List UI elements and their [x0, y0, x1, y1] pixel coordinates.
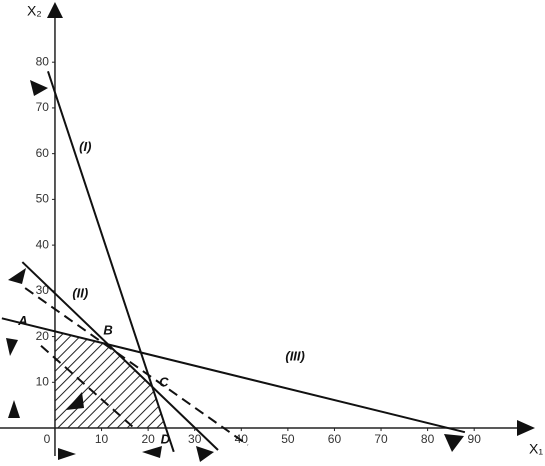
x-tick-label: 0 [44, 432, 51, 446]
vertex-label: D [161, 431, 171, 446]
vertex-label: B [103, 322, 112, 337]
y-tick-label: 30 [36, 283, 50, 297]
line-label: (III) [285, 349, 305, 364]
x-tick-label: 40 [235, 432, 249, 446]
vertex-label: C [159, 374, 169, 389]
x-tick-label: 10 [95, 432, 109, 446]
plot-area: (I) (II) (III) A B C D [1, 71, 466, 453]
y-tick-label: 20 [36, 329, 50, 343]
x-tick-label: 90 [468, 432, 482, 446]
y-tick-label: 10 [36, 374, 50, 388]
arrowhead [66, 392, 84, 410]
line-label: (I) [79, 139, 91, 154]
arrowhead [142, 446, 162, 458]
x-tick-label: 70 [374, 432, 388, 446]
arrowhead [6, 338, 18, 356]
y-axis-label: X₂ [27, 3, 42, 19]
y-axis-arrow [46, 2, 63, 18]
x-axis-label: X₁ [529, 441, 543, 457]
dashed-line [40, 344, 135, 429]
arrowhead [58, 448, 76, 460]
arrowhead [8, 400, 20, 418]
arrowhead [444, 434, 464, 452]
arrowhead [196, 446, 214, 462]
y-tick-label: 50 [36, 192, 50, 206]
dashed-line [24, 287, 249, 446]
y-tick-label: 40 [36, 237, 50, 251]
y-tick-label: 80 [36, 54, 50, 68]
x-tick-label: 80 [421, 432, 435, 446]
constraint-line [1, 317, 466, 434]
x-tick-label: 20 [141, 432, 155, 446]
arrowhead [8, 268, 26, 284]
line-label: (II) [72, 285, 88, 300]
y-tick-label: 70 [36, 100, 50, 114]
arrowhead [30, 80, 48, 96]
vertex-label: A [17, 313, 27, 328]
x-axis-arrow [517, 420, 535, 437]
x-tick-label: 50 [281, 432, 295, 446]
x-tick-label: 30 [188, 432, 202, 446]
arrowheads [6, 80, 464, 462]
x-tick-label: 60 [328, 432, 342, 446]
axes: X₁ X₂ 0 10 20 30 40 50 60 70 80 90 10 20 30 40 50 60 70 80 [0, 2, 543, 457]
y-tick-label: 60 [36, 146, 50, 160]
